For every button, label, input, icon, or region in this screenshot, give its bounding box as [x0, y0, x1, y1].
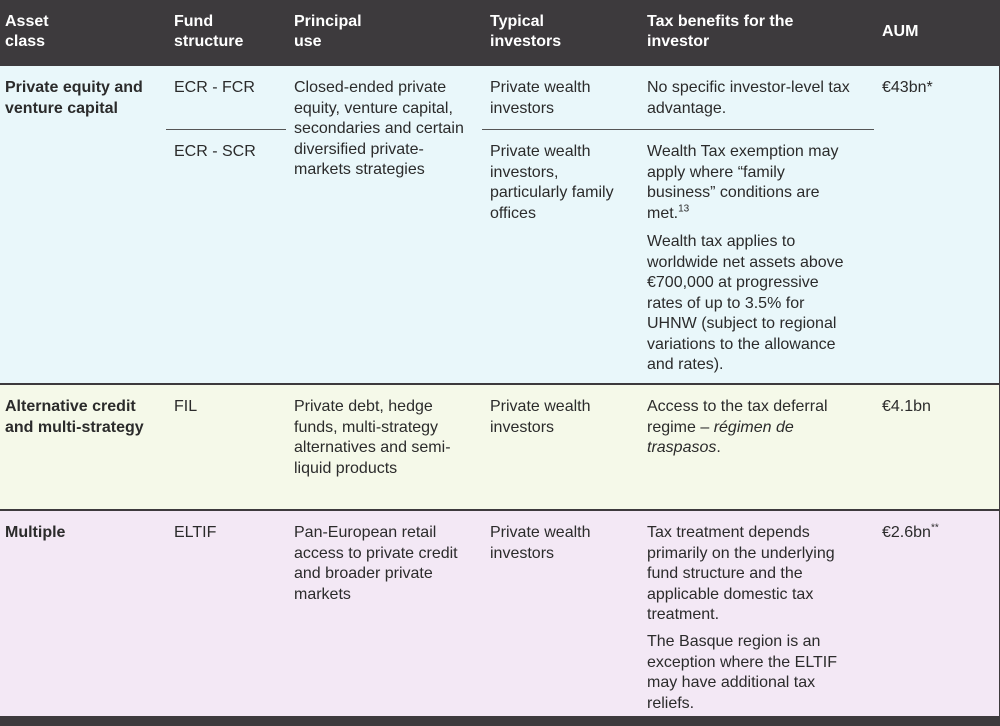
fund-structure-cell: FIL — [174, 398, 198, 415]
table-row-alternative-credit: Alternative credit and multi-strategy FI… — [0, 385, 1000, 509]
header-principal-use: Principal use — [294, 13, 362, 50]
tax-benefits-text: Access to the tax deferral regime – — [647, 398, 828, 436]
fund-structure-cell: ECR - SCR — [174, 143, 256, 160]
typical-investors-cell: Private wealth investors — [490, 398, 591, 436]
table-row-multiple: Multiple ELTIF Pan-European retail acces… — [0, 511, 1000, 716]
tax-benefits-cell: No specific investor-level tax advantage… — [647, 79, 850, 117]
header-fund-structure: Fund structure — [174, 13, 244, 50]
tax-benefits-cell: The Basque region is an exception where … — [647, 633, 838, 712]
header-tax-benefits: Tax benefits for the investor — [647, 13, 794, 50]
sub-row-divider — [166, 129, 286, 130]
tax-benefits-text: Wealth Tax exemption may apply where “fa… — [647, 143, 839, 222]
row-divider — [0, 383, 1000, 385]
typical-investors-cell: Private wealth investors — [490, 524, 591, 562]
tax-benefits-cell: Tax treatment depends primarily on the u… — [647, 524, 835, 623]
sub-row-divider — [482, 129, 874, 130]
tax-benefits-cell: Wealth Tax exemption may apply where “fa… — [647, 142, 847, 224]
table-row-private-equity: Private equity and venture capital ECR -… — [0, 66, 1000, 384]
footnote-marker: 13 — [678, 203, 690, 215]
asset-class-cell: Multiple — [5, 524, 66, 541]
principal-use-cell: Private debt, hedge funds, multi-strateg… — [294, 398, 451, 477]
asset-class-cell: Alternative credit and multi-strategy — [5, 398, 144, 436]
tax-regime-name: régimen de traspasos — [647, 418, 794, 457]
principal-use-cell: Pan-European retail access to private cr… — [294, 524, 458, 603]
typical-investors-cell: Private wealth investors, particularly f… — [490, 143, 614, 222]
aum-cell: €4.1bn — [882, 398, 931, 415]
header-typical-investors: Typical investors — [490, 13, 562, 50]
footnote-marker: ** — [930, 522, 939, 534]
aum-cell: €2.6bn** — [882, 523, 992, 544]
aum-value: €2.6bn — [882, 524, 931, 541]
tax-benefits-cell: Wealth tax applies to worldwide net asse… — [647, 233, 844, 373]
asset-class-cell: Private equity and venture capital — [5, 79, 143, 117]
tax-benefits-text-end: . — [716, 439, 721, 456]
tax-benefits-cell: Access to the tax deferral regime – régi… — [647, 397, 847, 459]
header-asset-class: Asset class — [5, 13, 49, 50]
header-aum: AUM — [882, 23, 919, 40]
fund-structure-cell: ELTIF — [174, 524, 217, 541]
table-header: Asset class Fund structure Principal use… — [0, 0, 1000, 66]
fund-structure-cell: ECR - FCR — [174, 79, 255, 96]
aum-cell: €43bn* — [882, 79, 933, 96]
table-footer-bar — [0, 716, 1000, 726]
row-divider — [0, 509, 1000, 511]
typical-investors-cell: Private wealth investors — [490, 79, 591, 117]
principal-use-cell: Closed-ended private equity, venture cap… — [294, 79, 464, 178]
